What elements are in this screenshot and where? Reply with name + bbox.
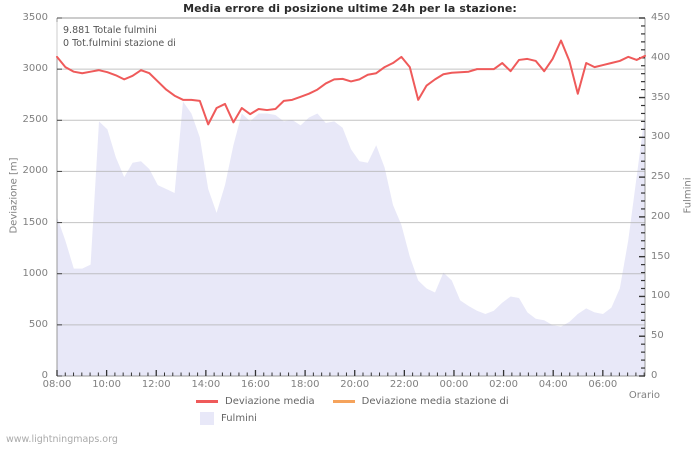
x-axis-tick-label: 10:00 (92, 379, 122, 390)
x-axis-tick-label: 20:00 (340, 379, 370, 390)
x-axis-tick-label: 14:00 (191, 379, 221, 390)
y-axis-right-tick-label: 250 (651, 171, 671, 183)
legend-item-label: Deviazione media (225, 396, 315, 407)
y-axis-right-tick-label: 450 (651, 12, 671, 23)
x-axis-tick-label: 12:00 (141, 379, 171, 390)
x-axis-tick-label: 08:00 (42, 379, 72, 390)
y-axis-right-tick-label: 150 (651, 250, 671, 262)
y-axis-left-tick-label: 2000 (22, 165, 48, 177)
watermark-text: www.lightningmaps.org (6, 434, 118, 445)
legend-swatch-line-icon (196, 400, 218, 403)
y-axis-left-tick-label: 0 (41, 370, 48, 381)
y-axis-right-tick-label: 350 (651, 91, 671, 103)
y-axis-left-tick-label: 3000 (22, 63, 48, 75)
x-axis-tick-label: 04:00 (538, 379, 568, 390)
y-axis-right-tick-label: 300 (651, 131, 671, 143)
y-axis-right-tick-label: 0 (651, 370, 658, 381)
legend-swatch-line-icon (332, 400, 355, 403)
y-axis-right-tick-label: 400 (651, 51, 671, 63)
series-area-fulmini (57, 101, 645, 376)
x-axis-tick-label: 06:00 (588, 379, 618, 390)
x-axis-tick-label: 02:00 (489, 379, 518, 390)
annotation-station-lightning: 0 Tot.fulmini stazione di (63, 38, 176, 49)
legend-item[interactable]: Deviazione media stazione di (332, 396, 509, 407)
y-axis-right-label: Fulmini (682, 177, 694, 214)
y-axis-left-tick-label: 3500 (22, 12, 48, 23)
x-axis-tick-label: 22:00 (389, 379, 419, 390)
legend-item-label: Deviazione media stazione di (361, 396, 509, 407)
y-axis-right-tick-label: 50 (651, 330, 664, 342)
x-axis-tick-label: 16:00 (241, 379, 270, 390)
legend-item[interactable]: Fulmini (196, 412, 257, 425)
y-axis-left-tick-label: 1500 (22, 216, 48, 228)
legend-swatch-area-icon (200, 412, 214, 425)
x-axis-label: Orario (628, 390, 660, 401)
chart-title: Media errore di posizione ultime 24h per… (183, 2, 517, 15)
y-axis-left-tick-label: 2500 (22, 114, 48, 126)
annotation-total-lightning: 9.881 Totale fulmini (63, 25, 157, 36)
y-axis-left-tick-label: 500 (28, 318, 48, 330)
y-axis-left-label: Deviazione [m] (8, 157, 20, 234)
legend-item[interactable]: Deviazione media (196, 396, 315, 407)
legend-row-secondary: Fulmini (196, 412, 275, 425)
x-axis-tick-label: 18:00 (290, 379, 320, 390)
y-axis-left-tick-label: 1000 (22, 267, 48, 279)
y-axis-right-tick-label: 200 (651, 210, 671, 222)
legend-item-label: Fulmini (221, 413, 257, 424)
y-axis-right-tick-label: 100 (651, 290, 671, 302)
x-axis-tick-label: 00:00 (439, 379, 469, 390)
legend-row-primary: Deviazione media Deviazione media stazion… (196, 396, 527, 407)
series-line-deviazione-media (56, 39, 646, 126)
